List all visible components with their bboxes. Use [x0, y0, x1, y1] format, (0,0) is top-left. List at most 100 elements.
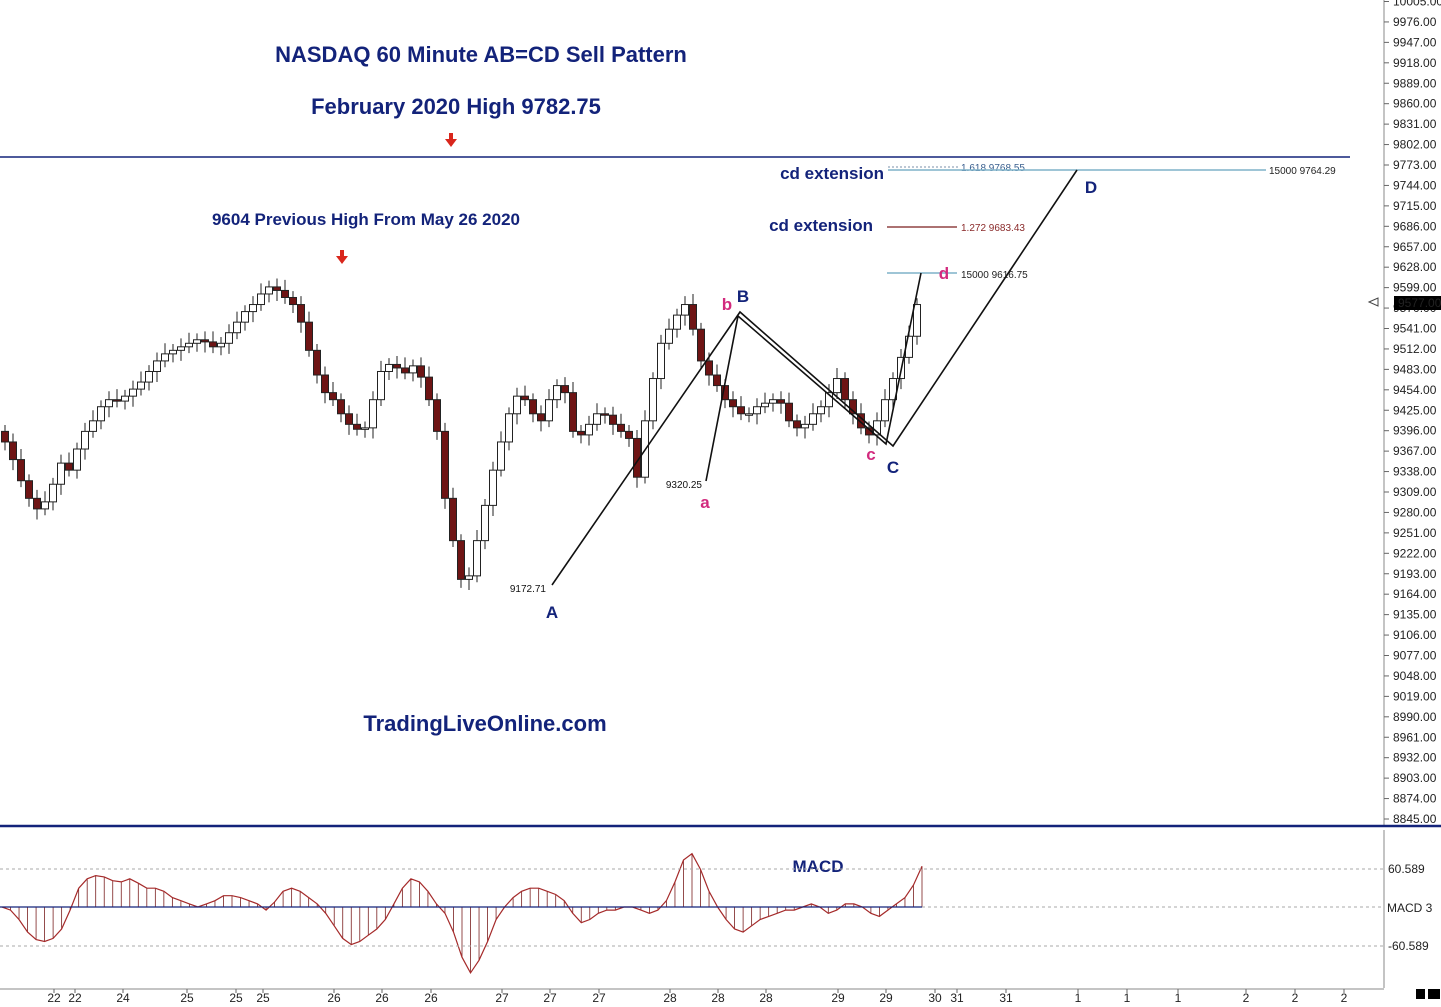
d-projection-value: 15000 9764.29: [1269, 166, 1336, 177]
candle-down: [297, 304, 305, 323]
candle-up: [553, 385, 561, 401]
price-tick-label: 8903.00: [1393, 771, 1437, 785]
price-tick-label: 9628.00: [1393, 260, 1437, 274]
current-price-tag: 9577.00: [1367, 296, 1441, 310]
candle-down: [417, 365, 425, 378]
date-tick-label: 22: [68, 991, 82, 1005]
chart-subtitle: February 2020 High 9782.75: [311, 94, 601, 119]
candle-up: [185, 342, 193, 348]
candle-up: [833, 378, 841, 394]
price-tick-label: 9019.00: [1393, 689, 1437, 703]
candle-up: [193, 339, 201, 344]
point-b-label: b: [722, 295, 732, 314]
candle-up: [881, 399, 889, 422]
may-high-arrow-icon: [336, 250, 348, 264]
candle-down: [777, 399, 785, 404]
candle-up: [217, 342, 225, 348]
cd-extension-1272-label: cd extension: [769, 216, 873, 235]
candle-up: [649, 378, 657, 422]
price-tick-label: 9164.00: [1393, 587, 1437, 601]
price-tick-label: 9657.00: [1393, 240, 1437, 254]
cd-extension-1618-label: cd extension: [780, 164, 884, 183]
candle-up: [265, 286, 273, 295]
candle-up: [809, 413, 817, 425]
candle-down: [601, 413, 609, 416]
candle-up: [673, 314, 681, 330]
price-tick-label: 9599.00: [1393, 281, 1437, 295]
price-axis: 10005.00 9976.00 9947.00 9918.00 9889.00 9860…: [1384, 0, 1441, 826]
price-tick-label: 9831.00: [1393, 117, 1437, 131]
price-tick-label: 9715.00: [1393, 199, 1437, 213]
candle-down: [273, 286, 281, 291]
candle-down: [785, 402, 793, 422]
candle-up: [369, 399, 377, 429]
price-tick-label: 9135.00: [1393, 608, 1437, 622]
price-tick-label: 9251.00: [1393, 526, 1437, 540]
price-tick-label: 9077.00: [1393, 649, 1437, 663]
price-tick-label: 9106.00: [1393, 628, 1437, 642]
date-tick-label: 28: [663, 991, 677, 1005]
candle-down: [689, 304, 697, 330]
candle-down: [305, 321, 313, 351]
point-c-label: c: [866, 445, 875, 464]
date-tick-label: 31: [999, 991, 1013, 1005]
candle-up: [377, 370, 385, 401]
candle-down: [713, 374, 721, 387]
candle-down: [401, 367, 409, 374]
candle-up: [385, 363, 393, 372]
candle-down: [849, 399, 857, 415]
current-price-value: 9577.00: [1398, 296, 1441, 310]
date-tick-label: 2: [1243, 991, 1250, 1005]
point-a-label: a: [700, 493, 710, 512]
watermark: TradingLiveOnline.com: [363, 711, 606, 736]
date-tick-label: 1: [1124, 991, 1131, 1005]
candle-up: [361, 427, 369, 430]
date-tick-label: 27: [543, 991, 557, 1005]
date-tick-label: 1: [1075, 991, 1082, 1005]
price-tick-label: 9889.00: [1393, 76, 1437, 90]
corner-block-icon: [1428, 989, 1440, 999]
candle-down: [537, 413, 545, 422]
date-tick-label: 30: [928, 991, 942, 1005]
candle-up: [241, 311, 249, 323]
price-tick-label: 9947.00: [1393, 35, 1437, 49]
candle-up: [745, 413, 753, 416]
extension-15000-value: 15000 9616.75: [961, 270, 1028, 281]
date-tick-label: 26: [375, 991, 389, 1005]
candle-up: [505, 413, 513, 443]
price-tick-label: 9686.00: [1393, 219, 1437, 233]
point-C-label: C: [887, 458, 899, 477]
macd-upper-value: 60.589: [1388, 862, 1425, 876]
date-tick-label: 28: [759, 991, 773, 1005]
candle-down: [353, 423, 361, 430]
candle-down: [457, 540, 465, 580]
date-tick-label: 2: [1341, 991, 1348, 1005]
price-tick-label: 10005.00: [1393, 0, 1441, 9]
candle-up: [73, 448, 81, 471]
price-tick-label: 8874.00: [1393, 792, 1437, 806]
candle-down: [65, 462, 73, 471]
candle-down: [441, 430, 449, 499]
candle-up: [121, 395, 129, 402]
candle-up: [169, 349, 177, 355]
candle-up: [137, 381, 145, 390]
candle-down: [33, 497, 41, 510]
candle-up: [585, 423, 593, 436]
candle-up: [489, 469, 497, 506]
candle-down: [609, 414, 617, 425]
price-tick-label: 9193.00: [1393, 567, 1437, 581]
extension-1272-value: 1.272 9683.43: [961, 223, 1025, 234]
candle-up: [257, 293, 265, 306]
candle-down: [113, 399, 121, 402]
date-tick-label: 27: [495, 991, 509, 1005]
candle-down: [577, 430, 585, 436]
date-tick-label: 28: [711, 991, 725, 1005]
candles: [1, 278, 921, 590]
candle-up: [657, 342, 665, 380]
candle-down: [289, 296, 297, 306]
price-tick-label: 9483.00: [1393, 362, 1437, 376]
date-tick-label: 24: [116, 991, 130, 1005]
candle-up: [681, 304, 689, 316]
date-tick-label: 25: [256, 991, 270, 1005]
candle-down: [433, 399, 441, 432]
